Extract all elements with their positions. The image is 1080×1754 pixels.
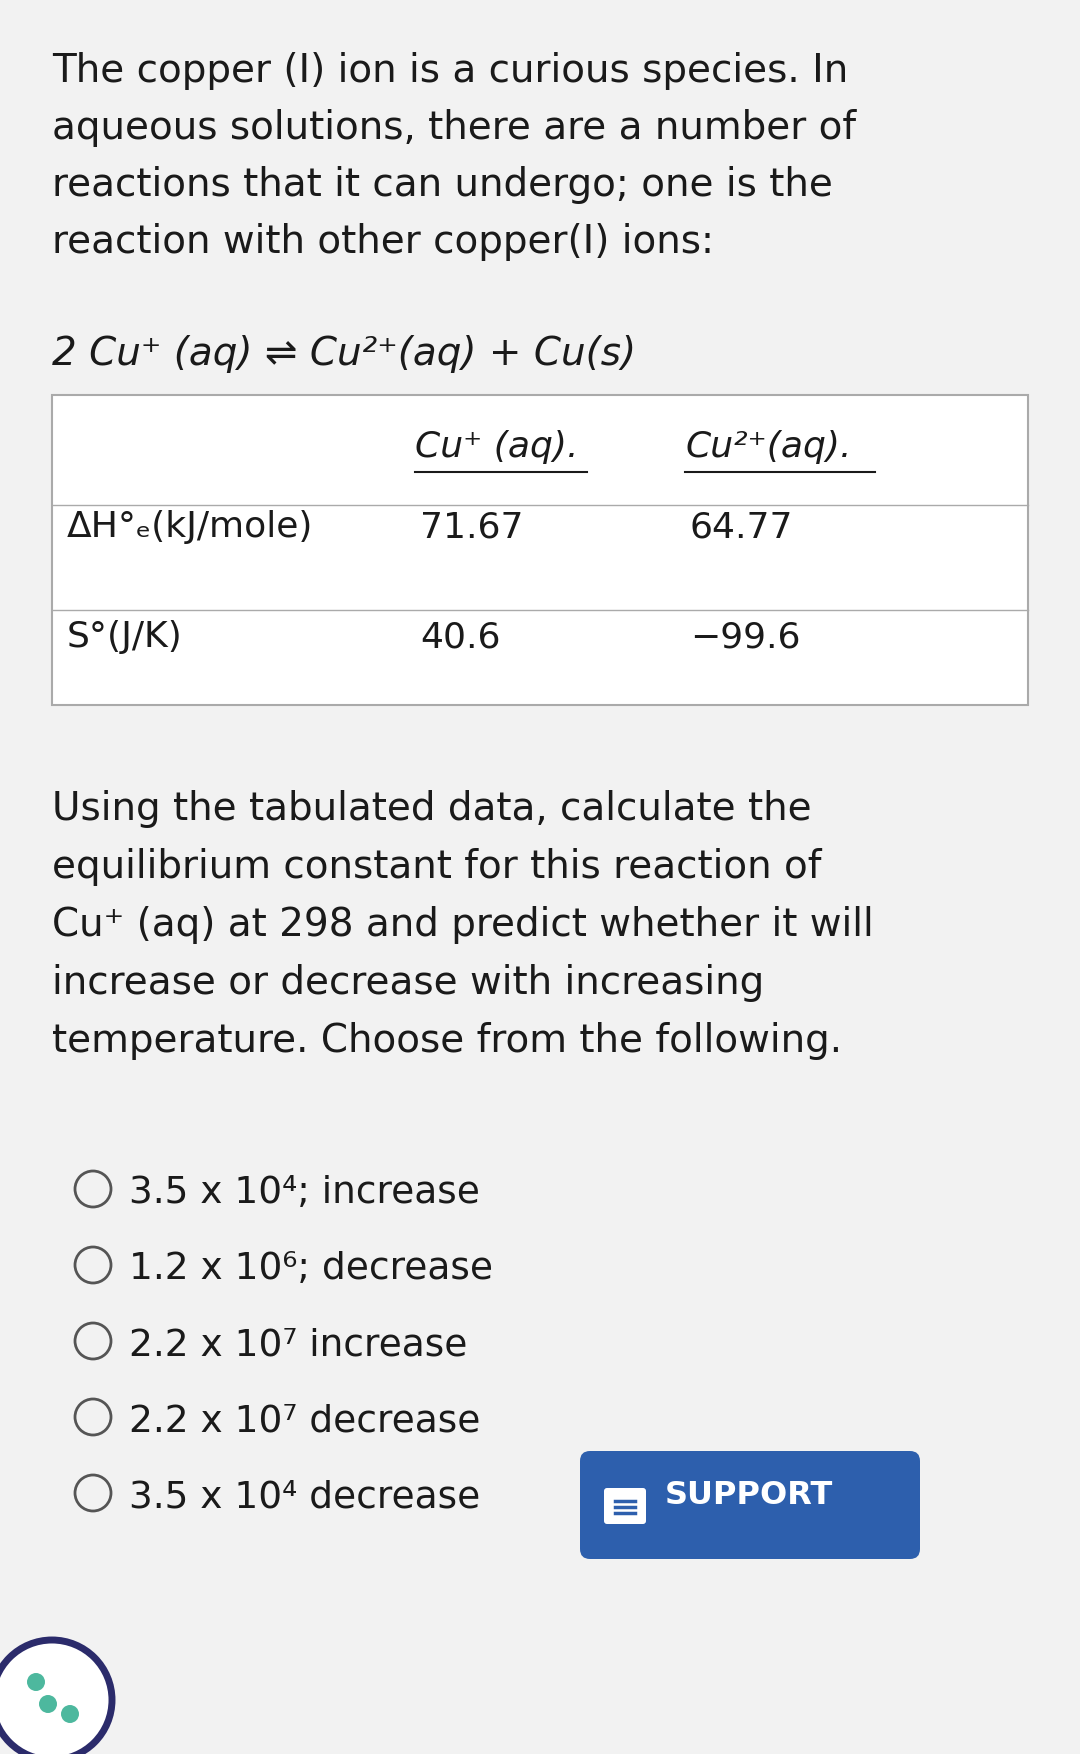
Text: reaction with other copper(I) ions:: reaction with other copper(I) ions: <box>52 223 714 261</box>
Text: 64.77: 64.77 <box>690 510 794 544</box>
Circle shape <box>60 1705 79 1722</box>
FancyBboxPatch shape <box>604 1487 646 1524</box>
Circle shape <box>39 1694 57 1714</box>
FancyBboxPatch shape <box>580 1451 920 1559</box>
Text: 3.5 x 10⁴; increase: 3.5 x 10⁴; increase <box>129 1175 480 1210</box>
Text: increase or decrease with increasing: increase or decrease with increasing <box>52 965 765 1002</box>
FancyBboxPatch shape <box>52 395 1028 705</box>
Text: 71.67: 71.67 <box>420 510 524 544</box>
Text: −99.6: −99.6 <box>690 619 800 654</box>
Text: reactions that it can undergo; one is the: reactions that it can undergo; one is th… <box>52 167 833 203</box>
Text: Cu²⁺(aq).: Cu²⁺(aq). <box>685 430 851 465</box>
Text: Cu⁺ (aq) at 298 and predict whether it will: Cu⁺ (aq) at 298 and predict whether it w… <box>52 907 874 944</box>
Text: 1.2 x 10⁶; decrease: 1.2 x 10⁶; decrease <box>129 1251 492 1287</box>
Text: 2 Cu⁺ (aq) ⇌ Cu²⁺(aq) + Cu(s): 2 Cu⁺ (aq) ⇌ Cu²⁺(aq) + Cu(s) <box>52 335 636 374</box>
Text: SUPPORT: SUPPORT <box>665 1480 834 1510</box>
Circle shape <box>27 1673 45 1691</box>
Text: Cu⁺ (aq).: Cu⁺ (aq). <box>415 430 579 465</box>
Text: The copper (I) ion is a curious species. In: The copper (I) ion is a curious species.… <box>52 53 848 89</box>
Text: Using the tabulated data, calculate the: Using the tabulated data, calculate the <box>52 789 812 828</box>
Text: S°(J/K): S°(J/K) <box>67 619 183 654</box>
Circle shape <box>0 1640 112 1754</box>
Text: 40.6: 40.6 <box>420 619 500 654</box>
Text: 2.2 x 10⁷ increase: 2.2 x 10⁷ increase <box>129 1328 468 1363</box>
Text: 3.5 x 10⁴ decrease: 3.5 x 10⁴ decrease <box>129 1479 481 1515</box>
Text: aqueous solutions, there are a number of: aqueous solutions, there are a number of <box>52 109 856 147</box>
Text: ΔH°ₑ(kJ/mole): ΔH°ₑ(kJ/mole) <box>67 510 313 544</box>
Text: 2.2 x 10⁷ decrease: 2.2 x 10⁷ decrease <box>129 1403 481 1438</box>
Text: temperature. Choose from the following.: temperature. Choose from the following. <box>52 1023 842 1059</box>
Text: equilibrium constant for this reaction of: equilibrium constant for this reaction o… <box>52 847 822 886</box>
